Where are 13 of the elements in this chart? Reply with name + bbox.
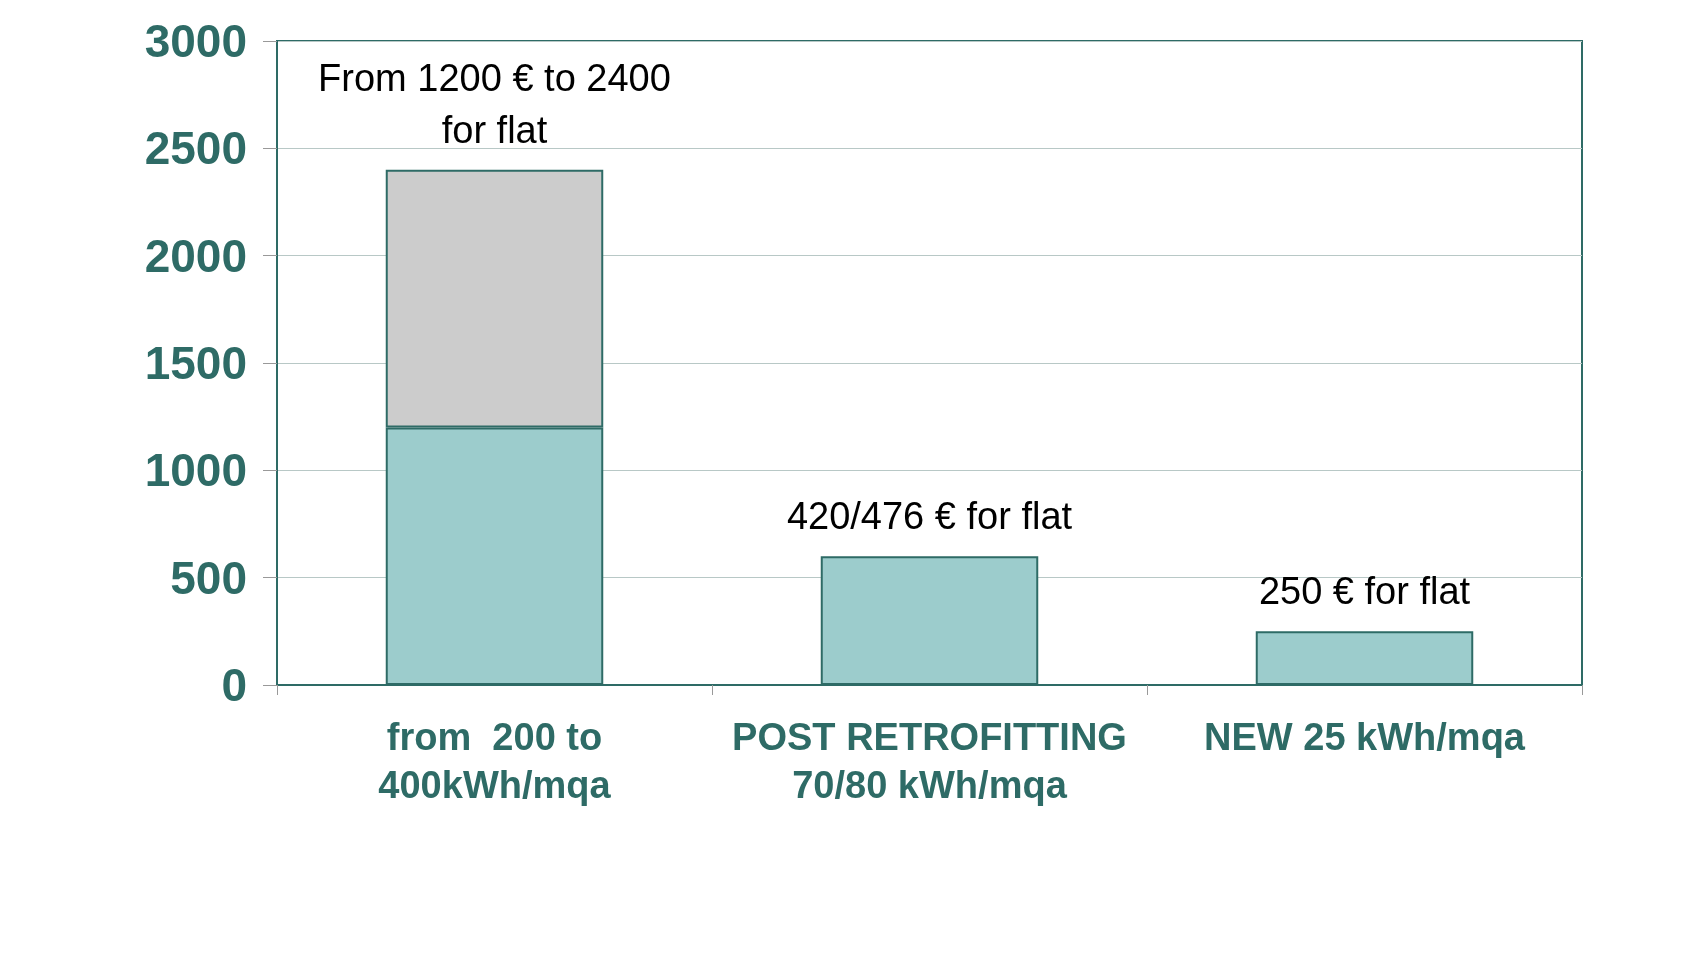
annotation: 250 € for flat — [1258, 570, 1471, 613]
x-tick-label: POST RETROFITTING 70/80 kWh/mqa — [732, 716, 1127, 806]
y-tick-label: 1000 — [144, 444, 247, 497]
annotation: 420/476 € for flat — [786, 495, 1073, 538]
y-tick-label: 3000 — [144, 15, 247, 67]
x-tick-label: from 200 to 400kWh/mqa — [378, 716, 612, 806]
y-tick-label: 2000 — [144, 229, 247, 282]
y-tick-label: 2500 — [144, 122, 247, 175]
annotation: From 1200 € to 2400 for flat — [318, 56, 671, 151]
y-tick-label: 500 — [170, 551, 247, 604]
x-tick-label: NEW 25 kWh/mqa — [1204, 716, 1526, 758]
y-tick-label: 0 — [221, 659, 247, 711]
y-tick-label: 1500 — [144, 337, 247, 389]
